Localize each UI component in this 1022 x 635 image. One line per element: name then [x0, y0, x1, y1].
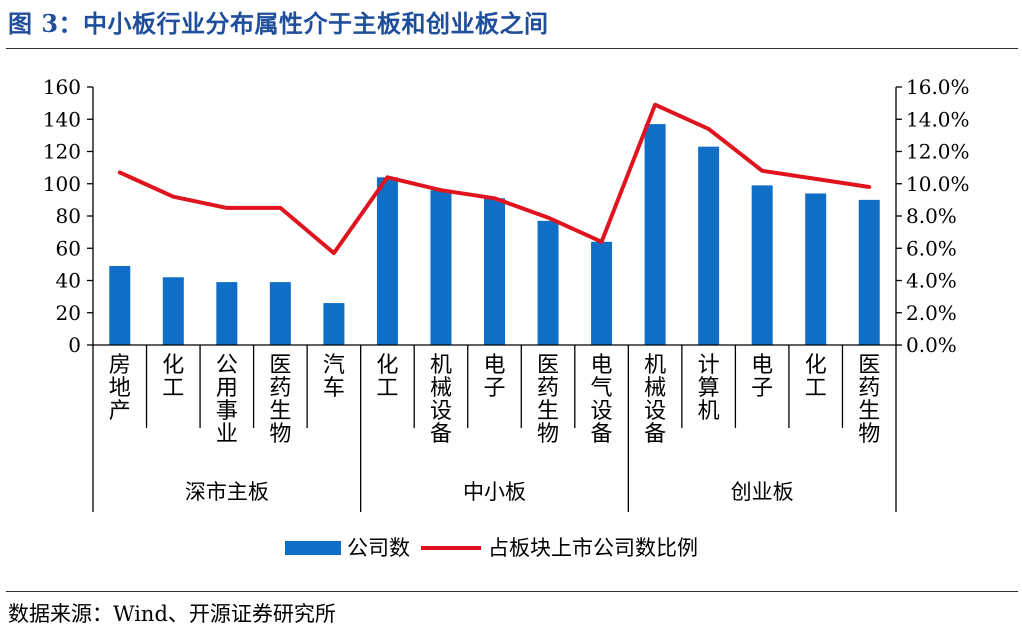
left-tick-label-5: 100 [43, 172, 81, 196]
legend: 公司数 占板块上市公司数比例 [285, 536, 698, 560]
legend-bar-swatch [285, 541, 341, 555]
chart: 0 20 40 60 80 100 120 140 160 0.0% 2.0% 4.0% 6.0% 8.0… [43, 75, 970, 560]
source-divider [6, 591, 1018, 592]
bar-5 [376, 177, 398, 345]
right-tick-label-2: 4.0% [906, 269, 957, 293]
category-label-1: 化工 [162, 353, 184, 401]
bar-0 [109, 265, 131, 345]
category-label-10: 机械设备 [644, 353, 666, 447]
group-label-1: 中小板 [463, 480, 526, 504]
left-tick-label-4: 80 [56, 204, 81, 228]
category-label-4: 汽车 [323, 353, 345, 401]
legend-bar-label: 公司数 [347, 536, 410, 560]
bar-9 [591, 241, 613, 345]
category-label-5: 化工 [376, 353, 398, 401]
bar-10 [644, 124, 666, 346]
labels-layer: 0 20 40 60 80 100 120 140 160 0.0% 2.0% 4.0% 6.0% 8.0… [43, 75, 970, 504]
ratio-line [117, 102, 872, 256]
axes-layer [87, 86, 902, 512]
bar-8 [537, 220, 559, 345]
right-tick-label-7: 14.0% [906, 107, 970, 131]
group-label-2: 创业板 [731, 480, 794, 504]
bars-layer [109, 124, 880, 346]
left-tick-label-7: 140 [43, 107, 81, 131]
category-label-7: 电子 [483, 353, 505, 401]
line-layer [117, 102, 872, 256]
title-divider [6, 48, 1018, 49]
category-label-11: 计算机 [698, 353, 720, 424]
right-tick-label-8: 16.0% [906, 75, 970, 99]
right-tick-label-4: 8.0% [906, 204, 957, 228]
category-label-9: 电气设备 [591, 353, 613, 447]
legend-line-label: 占板块上市公司数比例 [488, 536, 698, 560]
bar-4 [323, 303, 345, 345]
bar-11 [698, 146, 720, 345]
figure-title: 图 3：中小板行业分布属性介于主板和创业板之间 [8, 9, 549, 38]
right-tick-label-5: 10.0% [906, 172, 970, 196]
left-tick-label-3: 60 [56, 236, 81, 260]
left-tick-label-8: 160 [43, 75, 81, 99]
category-label-8: 医药生物 [537, 353, 559, 447]
left-tick-label-2: 40 [56, 269, 81, 293]
category-label-0: 房地产 [109, 353, 131, 424]
bar-13 [805, 193, 827, 345]
right-tick-label-6: 12.0% [906, 140, 970, 164]
right-tick-label-1: 2.0% [906, 301, 957, 325]
bar-6 [430, 190, 452, 345]
source-note: 数据来源：Wind、开源证券研究所 [8, 602, 336, 626]
category-label-2: 公用事业 [216, 353, 238, 447]
bar-1 [162, 277, 184, 345]
category-label-13: 化工 [805, 353, 827, 401]
bar-14 [858, 199, 880, 345]
group-label-0: 深市主板 [185, 480, 269, 504]
bar-2 [216, 282, 238, 345]
right-tick-label-3: 6.0% [906, 236, 957, 260]
right-tick-label-0: 0.0% [906, 333, 957, 357]
bar-3 [269, 282, 291, 345]
bar-12 [751, 185, 773, 345]
category-label-12: 电子 [751, 353, 773, 401]
left-tick-label-1: 20 [56, 301, 81, 325]
category-label-3: 医药生物 [269, 353, 291, 447]
category-label-6: 机械设备 [430, 353, 452, 447]
left-tick-label-0: 0 [68, 333, 81, 357]
left-tick-label-6: 120 [43, 140, 81, 164]
bar-7 [484, 198, 505, 345]
category-label-14: 医药生物 [858, 353, 880, 447]
